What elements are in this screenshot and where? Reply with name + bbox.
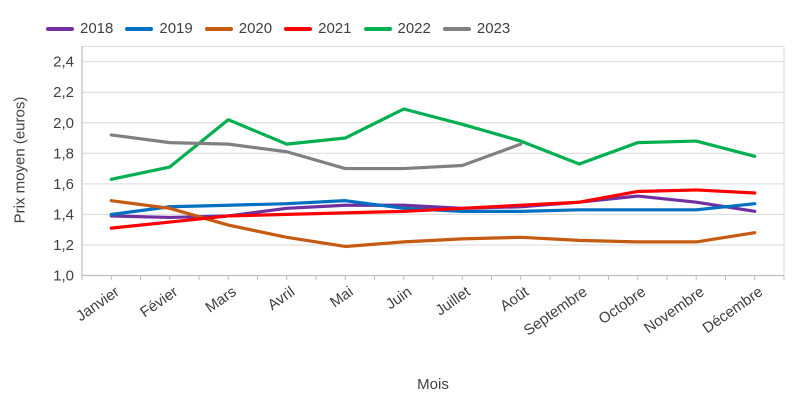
series-line-2021 (109, 188, 757, 230)
legend-label: 2023 (476, 20, 511, 37)
legend-item-2023: 2023 (442, 20, 511, 37)
legend-swatch-2023 (442, 26, 471, 31)
legend-item-2018: 2018 (46, 21, 113, 36)
legend-item-2022: 2022 (363, 20, 431, 37)
x-tick-label: Août (497, 283, 533, 315)
chart-legend: 2018 2019 2020 2021 2022 2023 (46, 21, 510, 36)
y-tick-label: 1,4 (53, 206, 74, 223)
legend-swatch-2019 (125, 26, 154, 31)
x-tick-label: Janvier (73, 283, 122, 325)
x-tick-label: Septembre (521, 283, 591, 339)
y-tick-label: 2,4 (53, 54, 74, 71)
y-tick-label: 1,8 (53, 145, 74, 162)
y-tick-label: 2,2 (53, 84, 74, 101)
x-tick-label: Juin (383, 283, 415, 313)
x-axis-title: Mois (417, 376, 449, 393)
legend-label: 2019 (159, 20, 193, 37)
series-line-2022 (109, 107, 757, 181)
x-tick-label: Décembre (700, 283, 766, 337)
x-tick-label: Mai (327, 283, 357, 311)
y-axis-title: Prix moyen (euros) (11, 96, 29, 224)
legend-label: 2022 (397, 20, 431, 37)
legend-swatch-2021 (284, 26, 313, 31)
x-tick-label: Mars (202, 283, 239, 316)
legend-label: 2020 (238, 20, 273, 37)
legend-swatch-2020 (204, 26, 233, 31)
legend-label: 2021 (318, 20, 352, 37)
x-tick-label: Novembre (641, 283, 707, 337)
y-tick-label: 1,2 (53, 237, 74, 254)
y-tick-label: 1,6 (53, 176, 74, 193)
y-tick-label: 2,0 (53, 115, 74, 132)
legend-item-2021: 2021 (284, 20, 352, 37)
series-line-2023 (109, 133, 523, 171)
x-tick-label: Juillet (432, 283, 474, 319)
x-tick-label: Octobre (596, 283, 649, 328)
legend-item-2019: 2019 (125, 20, 193, 37)
legend-label: 2018 (80, 20, 114, 37)
legend-item-2020: 2020 (204, 20, 273, 37)
y-tick-label: 1,0 (53, 268, 74, 285)
legend-swatch-2022 (363, 26, 392, 31)
x-tick-label: Avril (265, 283, 298, 314)
x-tick-label: Févier (137, 283, 181, 321)
legend-swatch-2018 (46, 26, 74, 31)
series-line-2020 (109, 199, 757, 249)
